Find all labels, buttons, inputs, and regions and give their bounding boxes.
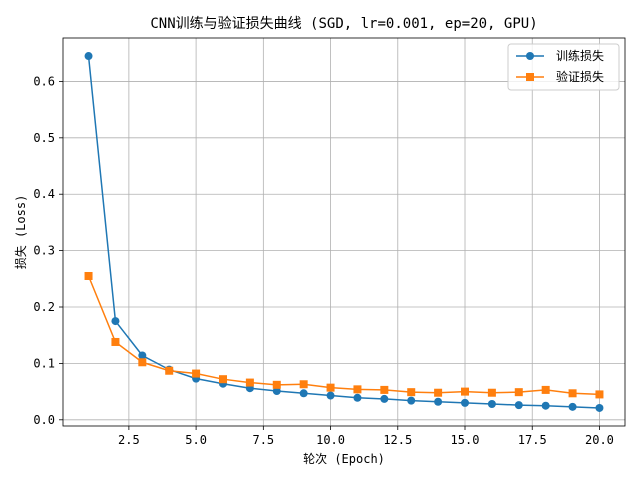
x-tick-label: 5.0 bbox=[185, 433, 207, 447]
train-loss-point bbox=[541, 401, 550, 410]
plot-frame bbox=[62, 37, 626, 427]
x-tick-label: 20.0 bbox=[585, 433, 614, 447]
train-loss-point bbox=[326, 391, 335, 400]
validation-loss-point bbox=[514, 388, 523, 397]
validation-loss-point bbox=[272, 380, 281, 389]
train-loss-point bbox=[380, 394, 389, 403]
train-loss-point bbox=[514, 401, 523, 410]
validation-loss-point bbox=[138, 358, 147, 367]
train-loss-point bbox=[138, 351, 147, 360]
legend-val-marker bbox=[526, 73, 534, 81]
x-axis-ticks: 2.5 5.0 7.5 10.0 12.5 15.0 17.5 20.0 bbox=[118, 426, 614, 447]
y-tick-label: 0.6 bbox=[33, 74, 55, 88]
train-loss-point bbox=[434, 397, 443, 406]
train-loss-point bbox=[595, 403, 604, 412]
x-tick-label: 12.5 bbox=[383, 433, 412, 447]
legend-train-label: 训练损失 bbox=[556, 48, 604, 63]
train-loss-point bbox=[299, 389, 308, 398]
y-axis-ticks: 0.0 0.1 0.2 0.3 0.4 0.5 0.6 bbox=[33, 74, 63, 427]
x-tick-label: 17.5 bbox=[518, 433, 547, 447]
chart-title: CNN训练与验证损失曲线 (SGD, lr=0.001, ep=20, GPU) bbox=[150, 16, 537, 32]
validation-loss-point bbox=[111, 337, 120, 346]
train-loss-point bbox=[461, 398, 470, 407]
train-loss-point bbox=[353, 393, 362, 402]
x-tick-label: 10.0 bbox=[316, 433, 345, 447]
y-tick-label: 0.2 bbox=[33, 300, 55, 314]
series-line-validation bbox=[87, 275, 600, 396]
series-markers bbox=[84, 52, 604, 412]
train-loss-point bbox=[111, 317, 120, 326]
legend-train-marker bbox=[526, 52, 534, 60]
plot-area bbox=[63, 38, 625, 426]
train-loss-point bbox=[487, 400, 496, 409]
y-tick-label: 0.5 bbox=[33, 131, 55, 145]
validation-loss-point bbox=[487, 388, 496, 397]
validation-loss-point bbox=[595, 390, 604, 399]
validation-loss-point bbox=[380, 385, 389, 394]
x-tick-label: 7.5 bbox=[252, 433, 274, 447]
validation-loss-point bbox=[434, 388, 443, 397]
y-tick-label: 0.0 bbox=[33, 413, 55, 427]
validation-loss-point bbox=[245, 378, 254, 387]
validation-loss-point bbox=[218, 375, 227, 384]
validation-loss-point bbox=[165, 366, 174, 375]
validation-loss-point bbox=[192, 369, 201, 378]
y-axis-label: 损失 (Loss) bbox=[13, 195, 28, 270]
grid-lines bbox=[63, 38, 625, 426]
y-tick-label: 0.1 bbox=[33, 356, 55, 370]
train-loss-point bbox=[84, 52, 93, 61]
validation-loss-point bbox=[568, 389, 577, 398]
y-tick-label: 0.4 bbox=[33, 187, 55, 201]
legend-val-label: 验证损失 bbox=[556, 69, 604, 84]
y-tick-label: 0.3 bbox=[33, 244, 55, 258]
validation-loss-point bbox=[326, 383, 335, 392]
train-loss-point bbox=[272, 387, 281, 396]
validation-loss-point bbox=[407, 388, 416, 397]
validation-loss-point bbox=[461, 387, 470, 396]
validation-loss-point bbox=[84, 271, 93, 280]
x-tick-label: 15.0 bbox=[451, 433, 480, 447]
validation-loss-point bbox=[299, 380, 308, 389]
x-tick-label: 2.5 bbox=[118, 433, 140, 447]
validation-loss-point bbox=[541, 385, 550, 394]
train-loss-point bbox=[407, 396, 416, 405]
x-axis-label: 轮次 (Epoch) bbox=[303, 452, 385, 466]
validation-loss-point bbox=[353, 385, 362, 394]
legend: 训练损失 验证损失 bbox=[507, 43, 620, 91]
series-lines bbox=[87, 55, 600, 409]
train-loss-point bbox=[568, 402, 577, 411]
